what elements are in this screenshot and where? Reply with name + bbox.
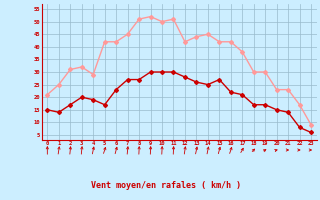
Text: Vent moyen/en rafales ( km/h ): Vent moyen/en rafales ( km/h ) <box>92 182 241 190</box>
